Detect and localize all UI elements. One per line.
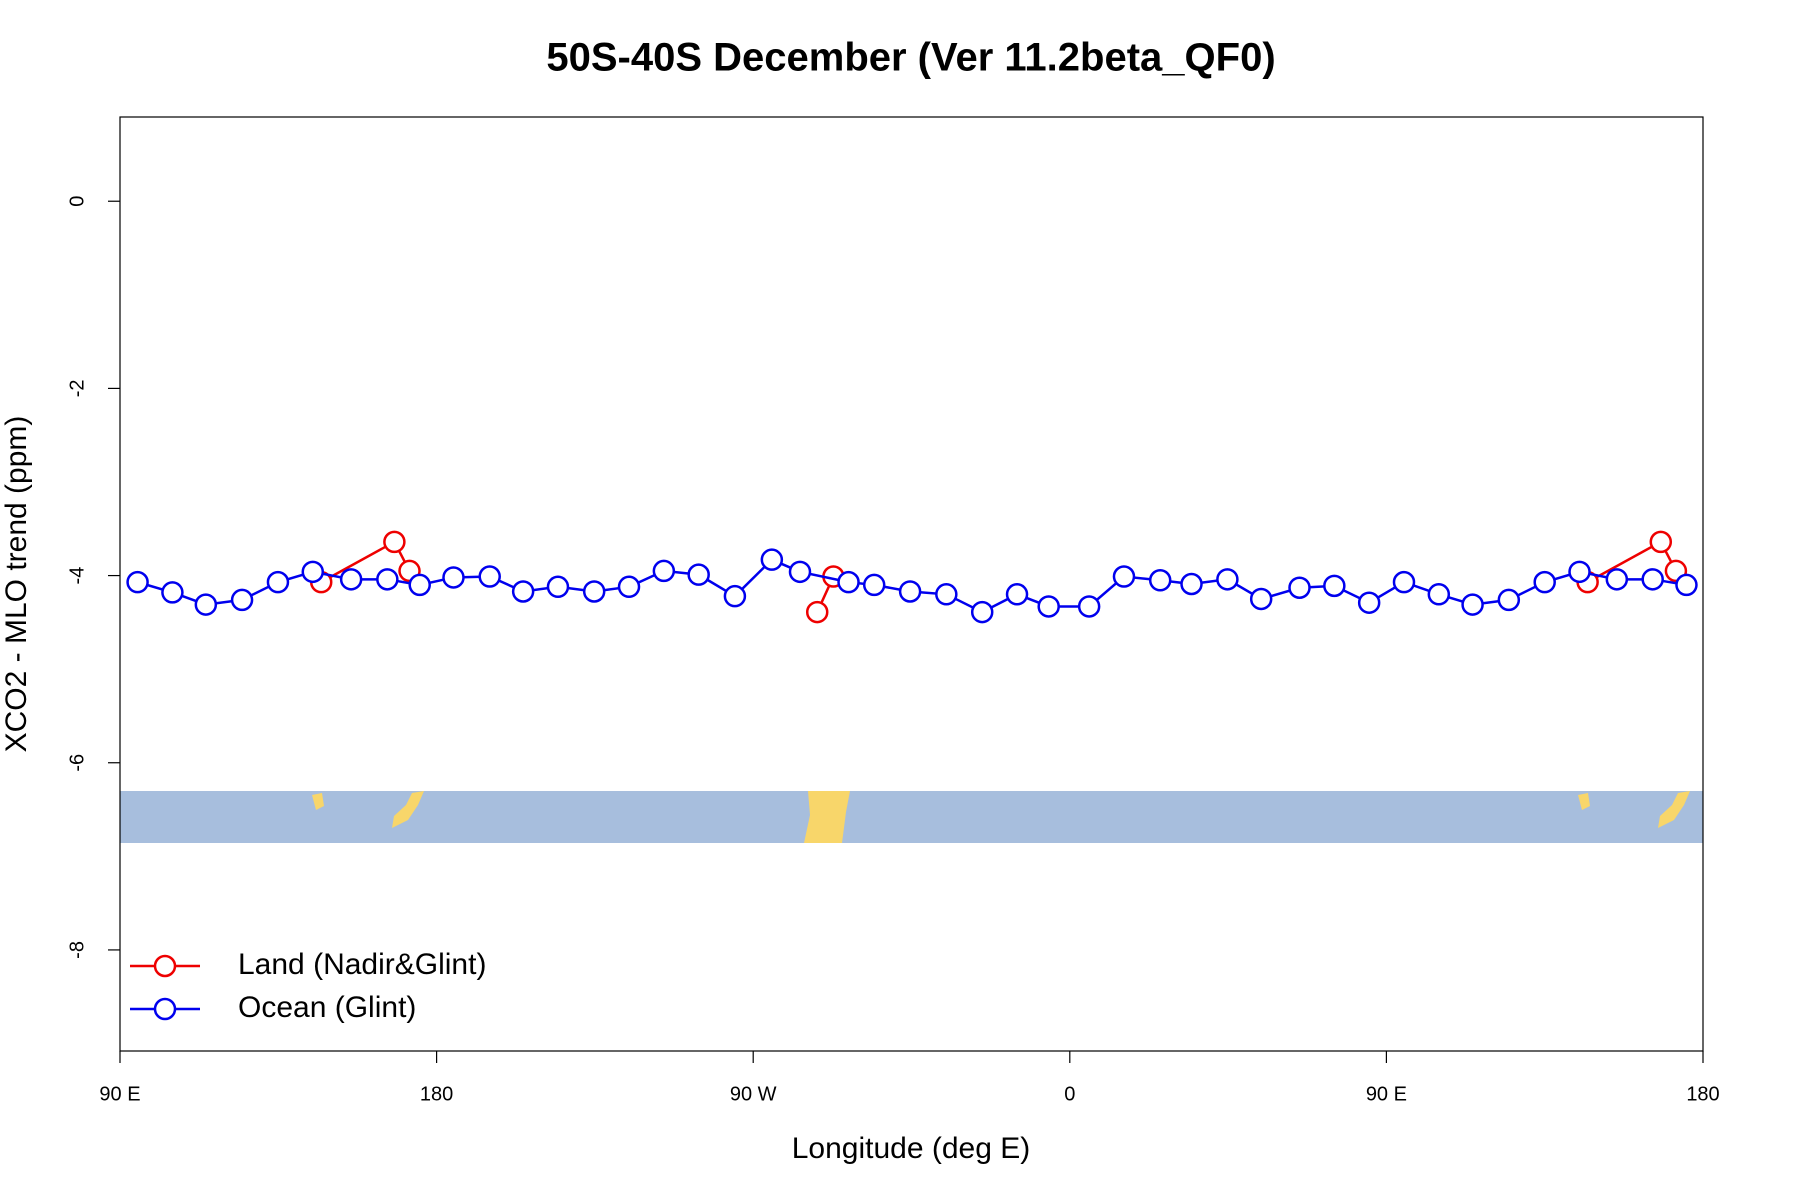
point <box>1323 574 1346 598</box>
point <box>1148 569 1172 592</box>
chart-title: 50S-40S December (Ver 11.2beta_QF0) <box>546 36 1275 80</box>
land-shape <box>804 791 850 843</box>
point <box>652 559 676 583</box>
point <box>161 581 184 604</box>
point <box>617 575 641 599</box>
point <box>546 575 570 599</box>
legend-marker <box>153 997 177 1021</box>
point <box>1605 568 1629 591</box>
point <box>1649 530 1673 554</box>
point <box>1641 568 1664 591</box>
land-shape <box>312 793 324 810</box>
point <box>442 566 465 589</box>
point <box>837 570 860 594</box>
point <box>1427 583 1451 606</box>
point <box>478 565 501 588</box>
map-strip <box>120 791 1703 843</box>
point <box>301 560 325 584</box>
y-tick-label: -4 <box>66 567 88 585</box>
point <box>1288 576 1311 599</box>
point <box>1461 593 1484 616</box>
point <box>1675 573 1698 597</box>
point <box>687 563 710 586</box>
point <box>126 570 149 594</box>
x-tick-label: 90 E <box>99 1083 140 1105</box>
y-tick-label: -8 <box>66 941 88 959</box>
point <box>760 548 784 571</box>
legend-label: Land (Nadir&Glint) <box>238 948 486 981</box>
y-tick-label: -6 <box>66 754 88 772</box>
land-shape <box>1578 793 1590 810</box>
x-tick-label: 90 E <box>1366 1083 1407 1105</box>
point <box>1037 595 1060 618</box>
point <box>266 570 290 594</box>
point <box>1005 583 1029 606</box>
point <box>970 600 994 624</box>
point <box>408 573 431 597</box>
point <box>1357 591 1381 614</box>
point <box>1216 568 1239 591</box>
land-shape <box>392 791 424 828</box>
point <box>339 568 363 591</box>
land-shape <box>1658 791 1690 828</box>
legend-label: Ocean (Glint) <box>238 991 416 1024</box>
point <box>1497 588 1521 612</box>
point <box>898 580 922 603</box>
point <box>1392 570 1416 594</box>
point <box>1249 587 1273 611</box>
x-tick-label: 90 W <box>730 1083 777 1105</box>
point <box>1112 565 1136 588</box>
point <box>376 568 399 591</box>
point <box>511 580 535 603</box>
point <box>788 560 812 584</box>
point <box>935 583 958 606</box>
point <box>194 593 218 616</box>
x-axis-label: Longitude (deg E) <box>792 1132 1031 1165</box>
y-axis-label: XCO2 - MLO trend (ppm) <box>0 416 33 753</box>
point <box>723 584 747 608</box>
point <box>230 588 254 612</box>
point <box>1180 572 1203 596</box>
y-tick-label: -2 <box>66 380 88 398</box>
point <box>862 573 886 597</box>
legend-marker <box>153 954 177 978</box>
y-tick-label: 0 <box>66 196 88 207</box>
x-tick-label: 0 <box>1064 1083 1075 1105</box>
point <box>582 580 606 603</box>
x-tick-label: 180 <box>420 1083 453 1105</box>
point <box>1077 595 1101 618</box>
point <box>383 530 406 554</box>
plot-frame <box>119 116 1704 1052</box>
ocean-strip <box>120 791 1703 843</box>
point <box>805 600 829 624</box>
point <box>1568 560 1591 584</box>
point <box>1533 570 1556 594</box>
x-tick-label: 180 <box>1686 1083 1719 1105</box>
